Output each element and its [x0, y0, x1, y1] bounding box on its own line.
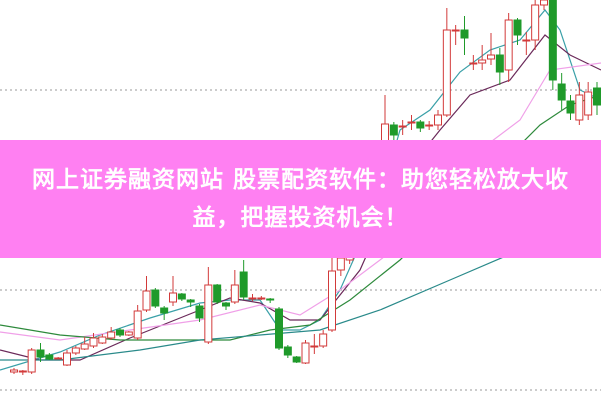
candle-body — [531, 4, 540, 41]
candle-body — [160, 307, 169, 314]
candle-body — [124, 331, 133, 336]
candle-body — [460, 29, 469, 39]
candle-body — [169, 292, 177, 303]
candle-body — [230, 284, 239, 303]
candle-body — [389, 124, 398, 136]
candle-body — [584, 91, 593, 116]
candle-body — [442, 29, 451, 116]
candle-body — [45, 354, 54, 360]
candle-body — [336, 257, 345, 271]
candle-body — [27, 349, 36, 373]
candle-body — [283, 346, 292, 356]
candle-body — [434, 114, 442, 126]
candle-body — [425, 124, 434, 127]
candle-body — [36, 349, 45, 358]
candle-body — [18, 370, 27, 373]
candle-body — [151, 289, 160, 307]
candle-body — [275, 308, 283, 349]
candle-body — [266, 298, 275, 301]
candle-body — [71, 347, 80, 354]
candle-body — [416, 121, 425, 129]
candle-body — [213, 284, 222, 303]
candle-body — [133, 310, 142, 339]
moving-average-line — [0, 62, 601, 341]
candle-body — [195, 305, 204, 319]
candle-body — [186, 299, 195, 303]
candle-body — [557, 83, 566, 101]
candle-body — [292, 356, 301, 363]
candle-body — [301, 342, 310, 364]
candle-body — [63, 352, 71, 366]
candle-body — [248, 297, 257, 300]
candle-body — [204, 284, 213, 343]
candle-body — [593, 87, 601, 106]
candle-body — [469, 62, 478, 65]
candle-body — [575, 94, 584, 121]
candle-body — [54, 357, 63, 360]
candle-body — [566, 100, 575, 114]
moving-average-line — [0, 34, 601, 361]
candle-body — [80, 343, 89, 350]
candle-body — [522, 39, 531, 42]
candle-body — [142, 290, 151, 311]
candle-body — [116, 329, 124, 336]
candle-body — [407, 121, 416, 124]
candle-body — [98, 336, 107, 344]
candle-body — [257, 297, 266, 300]
candle-body — [398, 125, 407, 128]
title-banner: 网上证券融资网站 股票配资软件：助您轻松放大收 益，把握投资机会！ — [0, 140, 601, 258]
candle-body — [513, 19, 522, 36]
candle-body — [495, 54, 504, 73]
candle-body — [319, 333, 328, 347]
title-line-2: 益，把握投资机会！ — [192, 205, 409, 231]
candle-body — [310, 345, 319, 348]
candle-body — [177, 293, 186, 300]
candle-body — [239, 271, 248, 298]
title-line-1: 网上证券融资网站 股票配资软件：助您轻松放大收 — [31, 167, 569, 193]
candle-body — [451, 29, 460, 32]
candle-body — [478, 59, 487, 64]
candle-body — [89, 337, 98, 347]
candle-body — [548, 0, 557, 81]
candle-body — [504, 19, 513, 71]
candle-body — [10, 369, 18, 373]
candle-body — [222, 302, 230, 307]
candle-body — [107, 331, 116, 339]
candle-body — [487, 54, 495, 60]
candle-body — [540, 0, 548, 6]
candle-body — [328, 270, 336, 331]
